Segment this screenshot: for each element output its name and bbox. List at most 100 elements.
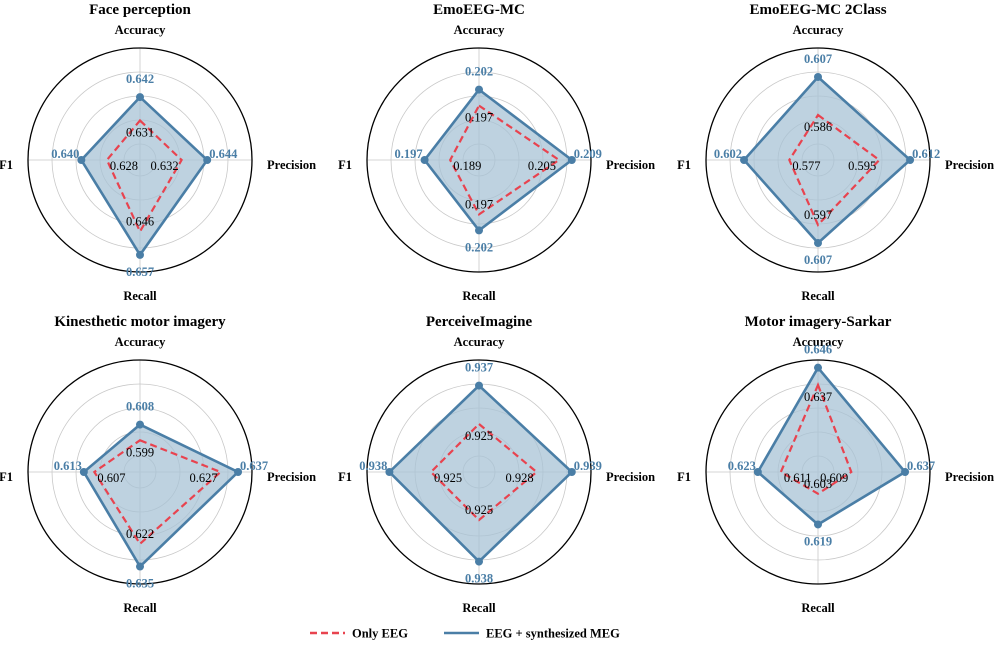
syn-value-label: 0.646 [804, 343, 832, 357]
series-syn-marker [814, 520, 822, 529]
axis-label-recall: Recall [462, 601, 496, 615]
series-syn-polygon [79, 95, 209, 258]
eeg-value-label: 0.622 [126, 527, 154, 541]
radar-panel: Motor imagery-Sarkar Accuracy Precision Rec… [677, 314, 994, 615]
chart-title: EmoEEG-MC 2Class [749, 2, 886, 18]
series-syn-marker [906, 156, 915, 164]
syn-value-label: 0.197 [394, 147, 422, 161]
eeg-value-label: 0.197 [465, 111, 493, 125]
series-eeg-polygon [448, 103, 561, 217]
eeg-value-label: 0.586 [804, 120, 832, 134]
axis-label-f1: F1 [338, 158, 352, 172]
legend-syn-label: EEG + synthesized MEG [486, 627, 620, 641]
eeg-value-label: 0.197 [465, 197, 493, 211]
axis-label-accuracy: Accuracy [793, 335, 844, 349]
series-eeg-polygon [92, 439, 223, 546]
series-eeg-polygon [779, 382, 853, 496]
legend-eeg-label: Only EEG [352, 627, 408, 641]
series-eeg-polygon [788, 113, 881, 227]
syn-value-label: 0.613 [54, 459, 82, 473]
series-syn-marker [814, 363, 822, 372]
series-syn-marker [77, 156, 86, 164]
eeg-value-label: 0.611 [784, 471, 812, 485]
syn-value-label: 0.612 [912, 147, 940, 161]
axis-label-precision: Precision [606, 470, 655, 484]
eeg-value-label: 0.595 [848, 159, 876, 173]
outer-ring [27, 359, 253, 585]
eeg-value-label: 0.628 [110, 159, 138, 173]
eeg-value-label: 0.597 [804, 208, 832, 222]
axis-label-precision: Precision [267, 158, 316, 172]
axis-label-recall: Recall [801, 601, 835, 615]
syn-value-label: 0.644 [209, 147, 238, 161]
outer-ring [366, 47, 592, 273]
series-syn-marker [475, 557, 483, 566]
syn-value-label: 0.938 [465, 572, 493, 586]
series-syn-marker [475, 381, 483, 390]
chart-title: EmoEEG-MC [433, 2, 525, 18]
eeg-value-label: 0.603 [804, 477, 832, 491]
radar-panel: PerceiveImagine Accuracy Precision Recall F1… [338, 314, 655, 615]
chart-title: Motor imagery-Sarkar [745, 314, 892, 330]
axis-label-precision: Precision [945, 470, 994, 484]
radar-panel: Kinesthetic motor imagery Accuracy Precisi… [0, 314, 316, 615]
chart-title: PerceiveImagine [426, 314, 533, 330]
syn-value-label: 0.938 [359, 459, 387, 473]
eeg-value-label: 0.205 [528, 159, 556, 173]
eeg-value-label: 0.637 [804, 390, 832, 404]
eeg-value-label: 0.646 [126, 214, 154, 228]
series-syn-marker [420, 156, 429, 164]
legend: Only EEG EEG + synthesized MEG [310, 627, 620, 641]
series-syn-marker [136, 562, 144, 571]
syn-value-label: 0.637 [240, 459, 268, 473]
syn-value-label: 0.202 [465, 240, 493, 254]
syn-value-label: 0.642 [126, 72, 154, 86]
axis-label-precision: Precision [945, 158, 994, 172]
radar-panels: Face perception Accuracy Precision Recall F1… [0, 2, 994, 615]
series-syn-marker [814, 239, 822, 248]
eeg-value-label: 0.599 [126, 445, 154, 459]
axis-label-recall: Recall [462, 289, 496, 303]
syn-value-label: 0.619 [804, 534, 832, 548]
series-syn-marker [385, 468, 394, 476]
syn-value-label: 0.209 [574, 147, 602, 161]
axis-label-f1: F1 [0, 158, 13, 172]
syn-value-label: 0.657 [126, 265, 154, 279]
eeg-value-label: 0.928 [505, 471, 533, 485]
series-syn-marker [567, 156, 576, 164]
radar-panel: Face perception Accuracy Precision Recall F1… [0, 2, 316, 303]
series-syn-marker [814, 72, 822, 81]
series-syn-polygon [387, 383, 574, 564]
eeg-value-label: 0.632 [150, 159, 178, 173]
axis-label-accuracy: Accuracy [793, 23, 844, 37]
chart-title: Face perception [89, 2, 191, 18]
series-syn-marker [740, 156, 749, 164]
series-syn-marker [136, 93, 144, 102]
eeg-value-label: 0.607 [97, 471, 125, 485]
eeg-value-label: 0.631 [126, 126, 154, 140]
axis-label-f1: F1 [338, 470, 352, 484]
axis-label-precision: Precision [606, 158, 655, 172]
syn-value-label: 0.640 [51, 147, 79, 161]
axis-label-recall: Recall [123, 601, 157, 615]
series-syn-marker [136, 250, 144, 259]
eeg-value-label: 0.925 [434, 471, 462, 485]
eeg-value-label: 0.925 [465, 503, 493, 517]
series-syn-marker [901, 468, 910, 476]
axis-label-accuracy: Accuracy [115, 23, 166, 37]
axis-label-f1: F1 [0, 470, 13, 484]
eeg-value-label: 0.609 [820, 471, 848, 485]
radar-panel: EmoEEG-MC 2Class Accuracy Precision Recall F… [677, 2, 994, 303]
series-eeg-polygon [105, 118, 183, 234]
axis-label-accuracy: Accuracy [115, 335, 166, 349]
syn-value-label: 0.608 [126, 400, 154, 414]
syn-value-label: 0.637 [907, 459, 935, 473]
radar-panel: EmoEEG-MC Accuracy Precision Recall F1 0.202 0… [338, 2, 655, 303]
eeg-value-label: 0.189 [453, 159, 481, 173]
axis-label-recall: Recall [801, 289, 835, 303]
series-syn-marker [753, 468, 762, 476]
eeg-value-label: 0.925 [465, 429, 493, 443]
axis-label-accuracy: Accuracy [454, 335, 505, 349]
chart-title: Kinesthetic motor imagery [54, 314, 226, 330]
